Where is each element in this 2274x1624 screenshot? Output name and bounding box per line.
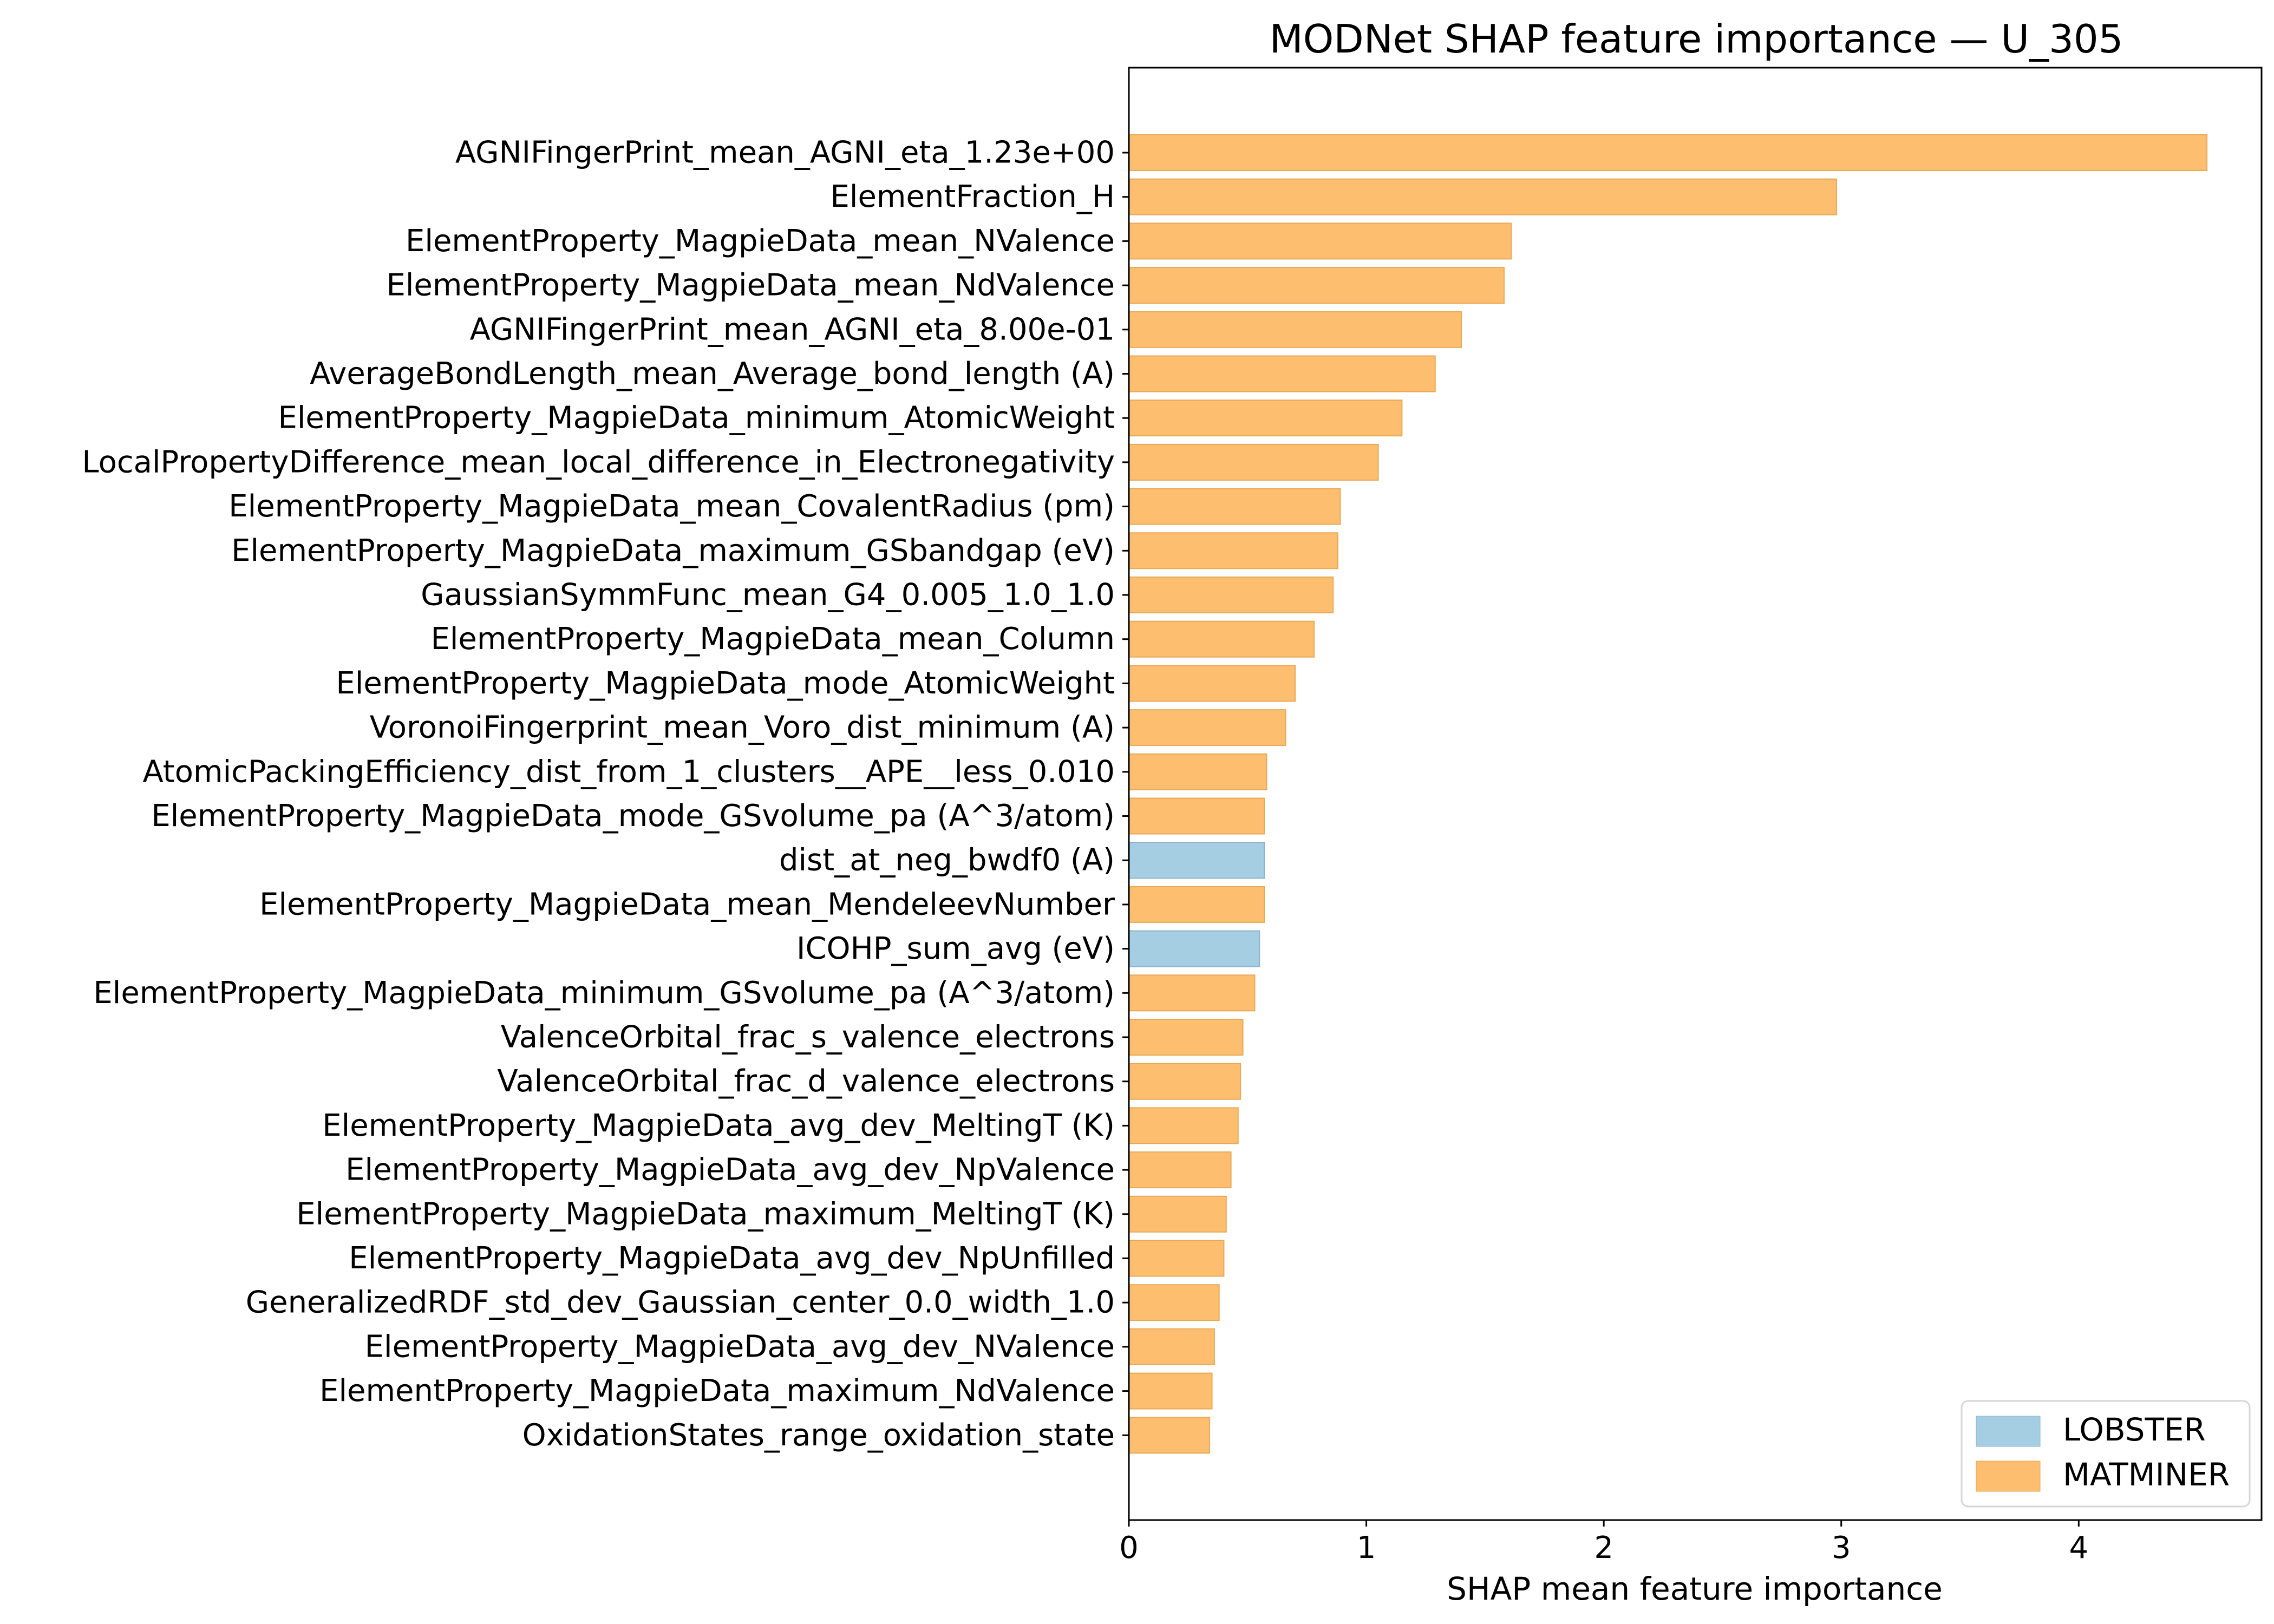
bar-matminer	[1128, 709, 1286, 746]
x-axis-ticks: 0 1 2 3 4	[1119, 1520, 2088, 1566]
bar-matminer	[1128, 797, 1265, 835]
y-tick-label: ICOHP_sum_avg (eV)	[796, 931, 1115, 966]
bar-matminer	[1128, 886, 1265, 923]
plot-area-frame	[1128, 67, 2263, 1521]
y-tick-label: GaussianSymmFunc_mean_G4_0.005_1.0_1.0	[421, 578, 1115, 613]
bar-matminer	[1128, 620, 1315, 658]
y-tick-label: ElementProperty_MagpieData_mode_GSvolume…	[151, 798, 1115, 834]
y-tick-label: AGNIFingerPrint_mean_AGNI_eta_8.00e-01	[470, 312, 1115, 347]
y-axis-ticks: AGNIFingerPrint_mean_AGNI_eta_1.23e+00 El…	[82, 135, 1129, 1453]
bar-matminer	[1128, 1019, 1244, 1056]
y-tick-label: ValenceOrbital_frac_s_valence_electrons	[501, 1020, 1115, 1055]
bar-matminer	[1128, 488, 1341, 525]
y-tick-label: ElementProperty_MagpieData_mean_Column	[430, 621, 1115, 657]
bar-matminer	[1128, 1107, 1239, 1144]
bar-matminer	[1128, 974, 1256, 1012]
y-tick-label: ElementFraction_H	[831, 179, 1115, 214]
y-tick-label: AverageBondLength_mean_Average_bond_leng…	[310, 356, 1115, 391]
bars-group	[1128, 134, 2208, 1454]
legend-label-lobster: LOBSTER	[2063, 1411, 2206, 1448]
y-tick-label: OxidationStates_range_oxidation_state	[522, 1418, 1115, 1453]
y-tick-label: AGNIFingerPrint_mean_AGNI_eta_1.23e+00	[455, 135, 1115, 171]
bar-matminer	[1128, 1417, 1211, 1454]
x-axis-label: SHAP mean feature importance	[1447, 1570, 1943, 1607]
bar-matminer	[1128, 753, 1267, 790]
x-tick-label: 0	[1119, 1530, 1139, 1566]
chart-title: MODNet SHAP feature importance — U_305	[1269, 16, 2123, 62]
bar-matminer	[1128, 400, 1403, 437]
y-tick-label: ElementProperty_MagpieData_avg_dev_Melti…	[322, 1108, 1115, 1143]
x-tick-label: 4	[2069, 1530, 2088, 1566]
bar-matminer	[1128, 577, 1334, 613]
bar-matminer	[1128, 267, 1505, 304]
bar-matminer	[1128, 1284, 1220, 1321]
legend-swatch-lobster	[1976, 1416, 2041, 1447]
y-tick-label: ElementProperty_MagpieData_maximum_NdVal…	[319, 1373, 1115, 1409]
y-tick-label: ElementProperty_MagpieData_minimum_GSvol…	[93, 975, 1115, 1011]
bar-matminer	[1128, 1195, 1227, 1233]
x-tick-label: 1	[1357, 1530, 1376, 1566]
y-tick-label: AtomicPackingEfficiency_dist_from_1_clus…	[142, 754, 1115, 789]
bar-matminer	[1128, 355, 1436, 392]
bar-matminer	[1128, 443, 1379, 481]
bar-matminer	[1128, 178, 1837, 215]
bar-matminer	[1128, 665, 1296, 702]
x-tick-label: 2	[1594, 1530, 1613, 1566]
y-tick-label: VoronoiFingerprint_mean_Voro_dist_minimu…	[370, 710, 1115, 745]
bar-matminer	[1128, 1151, 1232, 1189]
bar-matminer	[1128, 134, 2208, 171]
bar-matminer	[1128, 1240, 1225, 1277]
y-tick-label: ElementProperty_MagpieData_maximum_GSban…	[231, 533, 1115, 568]
y-tick-label: ElementProperty_MagpieData_avg_dev_NVale…	[365, 1329, 1115, 1364]
y-tick-label: dist_at_neg_bwdf0 (A)	[779, 843, 1115, 878]
bar-matminer	[1128, 311, 1462, 348]
bar-matminer	[1128, 222, 1512, 260]
y-tick-label: ElementProperty_MagpieData_avg_dev_NpVal…	[345, 1152, 1115, 1188]
y-tick-label: ElementProperty_MagpieData_maximum_Melti…	[296, 1196, 1115, 1232]
y-tick-label: ElementProperty_MagpieData_mode_AtomicWe…	[336, 666, 1115, 701]
y-tick-label: ElementProperty_MagpieData_avg_dev_NpUnf…	[349, 1241, 1115, 1276]
y-tick-label: ElementProperty_MagpieData_mean_Covalent…	[228, 489, 1115, 524]
bar-matminer	[1128, 1063, 1241, 1100]
bar-lobster	[1128, 930, 1260, 967]
y-tick-label: ElementProperty_MagpieData_mean_NValence	[406, 224, 1115, 259]
bar-matminer	[1128, 1328, 1215, 1365]
y-tick-label: ElementProperty_MagpieData_mean_Mendelee…	[259, 887, 1115, 922]
y-tick-label: ElementProperty_MagpieData_minimum_Atomi…	[278, 401, 1115, 436]
legend-label-matminer: MATMINER	[2063, 1456, 2230, 1493]
y-tick-label: ValenceOrbital_frac_d_valence_electrons	[497, 1064, 1115, 1099]
legend: LOBSTER MATMINER	[1961, 1400, 2251, 1508]
y-tick-label: LocalPropertyDifference_mean_local_diffe…	[82, 444, 1115, 480]
y-tick-label: GeneralizedRDF_std_dev_Gaussian_center_0…	[246, 1285, 1115, 1320]
legend-swatch-matminer	[1976, 1461, 2041, 1492]
bar-matminer	[1128, 532, 1338, 569]
x-tick-label: 3	[1832, 1530, 1851, 1566]
y-tick-label: ElementProperty_MagpieData_mean_NdValenc…	[386, 268, 1115, 303]
bar-lobster	[1128, 842, 1265, 879]
bar-matminer	[1128, 1372, 1213, 1410]
